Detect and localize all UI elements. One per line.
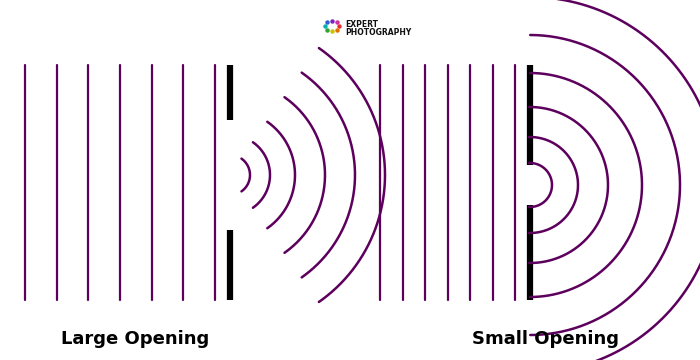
Text: Large Opening: Large Opening: [61, 330, 209, 348]
Text: Small Opening: Small Opening: [472, 330, 619, 348]
Text: PHOTOGRAPHY: PHOTOGRAPHY: [345, 28, 412, 37]
Text: EXPERT: EXPERT: [345, 20, 378, 29]
